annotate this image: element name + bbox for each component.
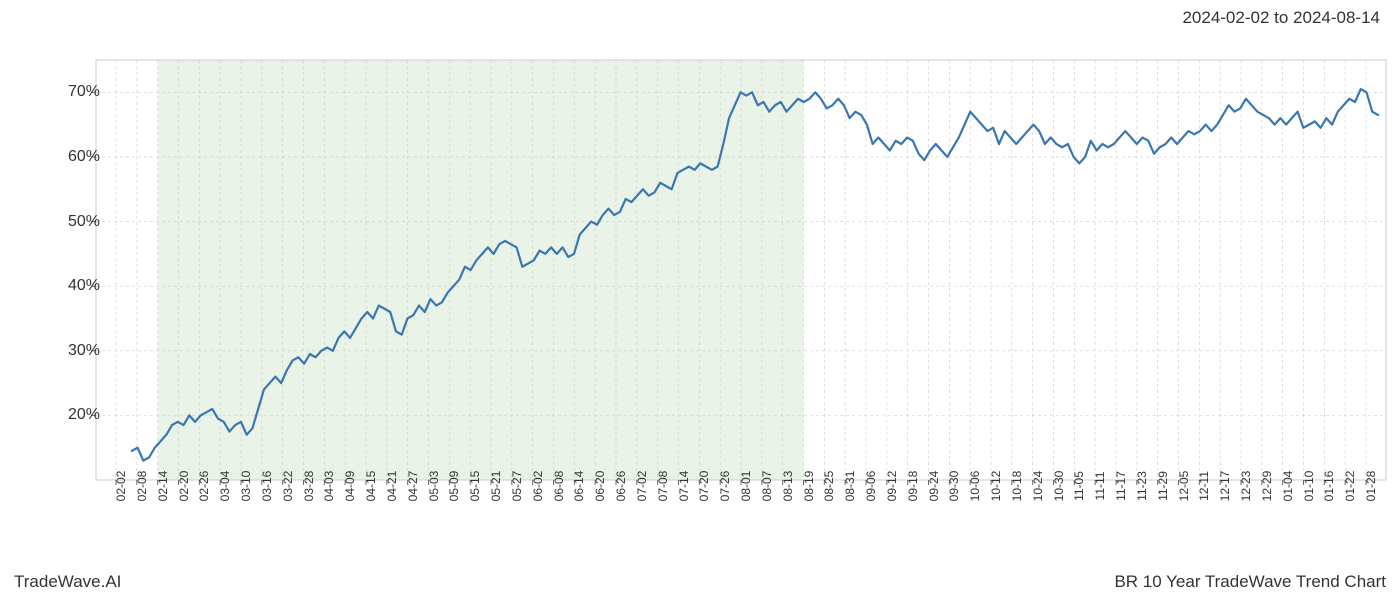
y-tick-label: 20% [40, 406, 100, 424]
x-tick-label: 12-23 [1239, 471, 1253, 502]
x-tick-label: 10-24 [1031, 471, 1045, 502]
x-tick-label: 06-14 [572, 471, 586, 502]
x-tick-label: 04-21 [385, 471, 399, 502]
x-tick-label: 08-19 [802, 471, 816, 502]
x-tick-label: 12-17 [1218, 471, 1232, 502]
x-tick-label: 05-09 [447, 471, 461, 502]
x-tick-label: 03-10 [239, 471, 253, 502]
x-tick-label: 02-26 [197, 471, 211, 502]
y-tick-label: 50% [40, 213, 100, 231]
x-tick-label: 07-08 [656, 471, 670, 502]
x-tick-label: 02-02 [114, 471, 128, 502]
x-tick-label: 11-23 [1135, 471, 1149, 501]
highlight-region [158, 60, 804, 480]
trend-chart [90, 60, 1380, 480]
x-tick-label: 04-27 [406, 471, 420, 502]
x-tick-label: 10-30 [1052, 471, 1066, 502]
x-tick-label: 02-08 [135, 471, 149, 502]
x-tick-label: 03-04 [218, 471, 232, 502]
x-tick-label: 10-06 [968, 471, 982, 502]
x-tick-label: 07-02 [635, 471, 649, 502]
y-tick-label: 70% [40, 83, 100, 101]
x-tick-label: 04-09 [343, 471, 357, 502]
x-tick-label: 08-25 [822, 471, 836, 502]
x-tick-label: 09-18 [906, 471, 920, 502]
x-tick-label: 11-29 [1156, 471, 1170, 501]
x-tick-label: 08-31 [843, 471, 857, 502]
x-tick-label: 09-30 [947, 471, 961, 502]
x-tick-label: 03-28 [302, 471, 316, 502]
x-tick-label: 11-05 [1072, 471, 1086, 501]
x-tick-label: 01-28 [1364, 471, 1378, 502]
x-tick-label: 12-29 [1260, 471, 1274, 502]
x-tick-label: 04-15 [364, 471, 378, 502]
date-range-label: 2024-02-02 to 2024-08-14 [1182, 8, 1380, 28]
x-tick-label: 01-16 [1322, 471, 1336, 502]
y-tick-label: 60% [40, 148, 100, 166]
x-tick-label: 06-08 [552, 471, 566, 502]
x-tick-label: 05-15 [468, 471, 482, 502]
x-tick-label: 12-05 [1177, 471, 1191, 502]
x-tick-label: 01-10 [1302, 471, 1316, 502]
x-tick-label: 03-22 [281, 471, 295, 502]
x-tick-label: 05-21 [489, 471, 503, 502]
y-tick-label: 30% [40, 342, 100, 360]
x-tick-label: 06-20 [593, 471, 607, 502]
x-tick-label: 03-16 [260, 471, 274, 502]
x-tick-label: 02-14 [156, 471, 170, 502]
x-tick-label: 10-12 [989, 471, 1003, 502]
x-tick-label: 01-22 [1343, 471, 1357, 502]
x-tick-label: 09-06 [864, 471, 878, 502]
x-tick-label: 10-18 [1010, 471, 1024, 502]
x-tick-label: 07-20 [697, 471, 711, 502]
x-tick-label: 06-02 [531, 471, 545, 502]
x-tick-label: 11-17 [1114, 471, 1128, 501]
x-tick-label: 05-27 [510, 471, 524, 502]
brand-label: TradeWave.AI [14, 572, 121, 592]
x-tick-label: 08-07 [760, 471, 774, 502]
x-tick-label: 08-01 [739, 471, 753, 502]
x-tick-label: 07-26 [718, 471, 732, 502]
x-tick-label: 02-20 [177, 471, 191, 502]
x-tick-label: 06-26 [614, 471, 628, 502]
x-tick-label: 09-24 [927, 471, 941, 502]
x-tick-label: 07-14 [677, 471, 691, 502]
x-tick-label: 09-12 [885, 471, 899, 502]
x-tick-label: 04-03 [322, 471, 336, 502]
x-tick-label: 05-03 [427, 471, 441, 502]
x-tick-label: 11-11 [1093, 472, 1107, 501]
y-tick-label: 40% [40, 277, 100, 295]
chart-svg [90, 60, 1386, 486]
x-tick-label: 08-13 [781, 471, 795, 502]
chart-title: BR 10 Year TradeWave Trend Chart [1114, 572, 1386, 592]
x-tick-label: 01-04 [1281, 471, 1295, 502]
x-tick-label: 12-11 [1197, 471, 1211, 501]
